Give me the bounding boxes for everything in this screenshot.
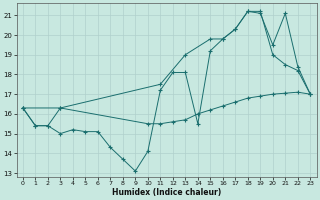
X-axis label: Humidex (Indice chaleur): Humidex (Indice chaleur)	[112, 188, 221, 197]
